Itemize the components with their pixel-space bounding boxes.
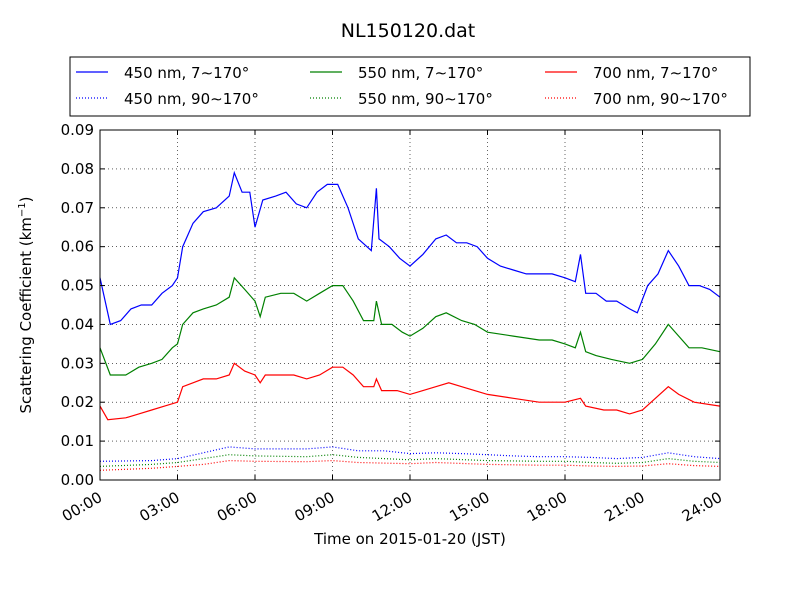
x-tick-label: 18:00 [524, 488, 570, 525]
series-line-0 [99, 170, 721, 326]
y-tick-label: 0.08 [61, 160, 94, 178]
legend-label: 550 nm, 90∼170° [358, 90, 493, 108]
x-tick-label: 00:00 [59, 488, 105, 525]
legend-label: 700 nm, 90∼170° [593, 90, 728, 108]
y-axis-label-sup: −1 [17, 202, 28, 217]
chart-title: NL150120.dat [341, 20, 476, 42]
y-tick-label: 0.07 [61, 199, 94, 217]
x-tick-label: 24:00 [679, 488, 725, 525]
series-group [99, 170, 721, 471]
y-tick-label: 0.09 [61, 121, 94, 139]
legend-label: 450 nm, 7∼170° [124, 64, 249, 82]
legend-label: 550 nm, 7∼170° [358, 64, 483, 82]
series-line-3 [99, 454, 721, 467]
legend-label: 450 nm, 90∼170° [124, 90, 259, 108]
ticks: 00:00 03:00 06:00 09:00 12:00 15:00 18:00 21:00… [59, 121, 725, 525]
x-tick-label: 12:00 [369, 488, 415, 525]
y-tick-label: 0.06 [61, 238, 94, 256]
y-axis-label: Scattering Coefficient (km−1) [17, 196, 35, 413]
y-tick-label: 0.04 [61, 315, 94, 333]
legend-box [69, 56, 751, 117]
x-tick-label: 15:00 [446, 488, 492, 525]
y-axis-label-main: Scattering Coefficient (km [17, 217, 35, 413]
y-tick-label: 0.02 [61, 393, 94, 411]
x-tick-label: 03:00 [136, 488, 182, 525]
grid [100, 130, 720, 480]
x-tick-label: 09:00 [291, 488, 337, 525]
y-axis-label-close: ) [17, 196, 35, 202]
legend: 450 nm, 7∼170° 550 nm, 7∼170° 700 nm, 7∼17… [76, 64, 728, 108]
y-tick-label: 0.03 [61, 354, 94, 372]
y-tick-label: 0.00 [61, 471, 94, 489]
x-axis-label: Time on 2015-01-20 (JST) [313, 530, 506, 548]
y-tick-label: 0.01 [61, 432, 94, 450]
series-line-4 [99, 362, 721, 421]
y-tick-label: 0.05 [61, 277, 94, 295]
x-tick-label: 21:00 [601, 488, 647, 525]
legend-label: 700 nm, 7∼170° [593, 64, 718, 82]
series-line-2 [99, 276, 721, 376]
x-tick-label: 06:00 [214, 488, 260, 525]
